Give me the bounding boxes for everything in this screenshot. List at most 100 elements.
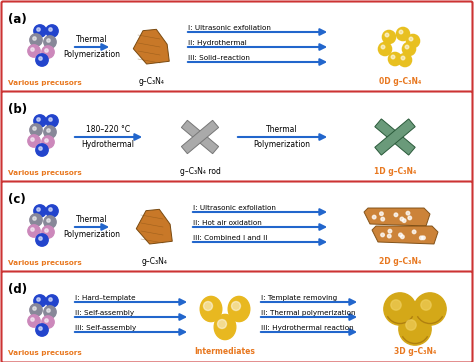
Circle shape	[46, 115, 58, 127]
Circle shape	[49, 208, 52, 211]
Circle shape	[399, 313, 431, 345]
Circle shape	[42, 316, 54, 328]
Circle shape	[400, 217, 404, 221]
Text: (a): (a)	[8, 13, 27, 26]
Circle shape	[380, 212, 383, 215]
Circle shape	[421, 300, 431, 310]
Circle shape	[33, 37, 36, 40]
Circle shape	[49, 298, 52, 301]
Circle shape	[39, 57, 42, 60]
Circle shape	[399, 30, 403, 34]
Polygon shape	[375, 119, 415, 155]
Circle shape	[231, 302, 240, 311]
Text: 0D g–C₃N₄: 0D g–C₃N₄	[379, 77, 421, 86]
Polygon shape	[182, 120, 219, 154]
Circle shape	[405, 45, 409, 49]
Circle shape	[422, 236, 425, 240]
Polygon shape	[137, 209, 172, 244]
Circle shape	[28, 45, 40, 57]
Text: Thermal: Thermal	[76, 215, 108, 224]
Circle shape	[42, 226, 54, 238]
Circle shape	[47, 309, 50, 312]
Text: Various precusors: Various precusors	[8, 260, 82, 266]
Text: (b): (b)	[8, 103, 27, 116]
Circle shape	[39, 327, 42, 330]
Circle shape	[45, 319, 48, 322]
Circle shape	[36, 324, 48, 336]
Text: Various precusors: Various precusors	[8, 350, 82, 356]
Circle shape	[399, 54, 411, 67]
Circle shape	[31, 138, 34, 141]
Circle shape	[46, 295, 58, 307]
Ellipse shape	[214, 315, 236, 340]
Text: (c): (c)	[8, 193, 26, 206]
Text: g–C₃N₄ rod: g–C₃N₄ rod	[180, 167, 220, 176]
Circle shape	[45, 49, 48, 52]
Circle shape	[401, 235, 404, 239]
FancyBboxPatch shape	[1, 272, 473, 362]
Circle shape	[30, 304, 42, 316]
Circle shape	[34, 295, 46, 307]
Text: I: Hard–template: I: Hard–template	[75, 295, 136, 301]
Text: Polymerization: Polymerization	[64, 50, 120, 59]
Text: (d): (d)	[8, 283, 27, 296]
Circle shape	[218, 320, 227, 328]
Circle shape	[30, 34, 42, 46]
Circle shape	[44, 306, 56, 318]
Circle shape	[409, 37, 413, 41]
Text: 3D g–C₃N₄: 3D g–C₃N₄	[394, 347, 436, 356]
Text: Polymerization: Polymerization	[254, 140, 310, 149]
Circle shape	[30, 124, 42, 136]
Circle shape	[401, 56, 405, 60]
Circle shape	[378, 42, 392, 56]
Text: Various precusors: Various precusors	[8, 80, 82, 86]
Circle shape	[391, 300, 401, 310]
Circle shape	[39, 237, 42, 240]
Circle shape	[37, 118, 40, 121]
Text: II: Hot air oxidation: II: Hot air oxidation	[193, 220, 262, 226]
Circle shape	[30, 214, 42, 226]
Polygon shape	[372, 226, 438, 244]
Circle shape	[45, 229, 48, 232]
Circle shape	[384, 293, 416, 325]
Text: 2D g–C₃N₄: 2D g–C₃N₄	[379, 257, 421, 266]
Circle shape	[45, 139, 48, 142]
Text: III: Hydrothermal reaction: III: Hydrothermal reaction	[261, 325, 354, 331]
Circle shape	[31, 318, 34, 321]
Circle shape	[387, 234, 391, 238]
Circle shape	[36, 234, 48, 246]
Circle shape	[49, 118, 52, 121]
Circle shape	[39, 147, 42, 150]
Polygon shape	[375, 119, 415, 155]
Circle shape	[388, 52, 401, 66]
Ellipse shape	[228, 296, 250, 321]
Circle shape	[381, 45, 385, 49]
Circle shape	[381, 217, 384, 221]
Circle shape	[28, 225, 40, 237]
Circle shape	[37, 208, 40, 211]
Circle shape	[36, 54, 48, 66]
Circle shape	[388, 230, 392, 233]
Text: II: Self-assembly: II: Self-assembly	[75, 310, 134, 316]
Circle shape	[406, 211, 410, 215]
Circle shape	[406, 34, 419, 47]
Circle shape	[394, 213, 398, 216]
Circle shape	[44, 126, 56, 138]
Text: II: Hydrothermal: II: Hydrothermal	[188, 40, 247, 46]
Circle shape	[34, 115, 46, 127]
Text: 180–220 °C: 180–220 °C	[86, 125, 130, 134]
Circle shape	[203, 302, 212, 311]
Circle shape	[406, 320, 416, 330]
Circle shape	[412, 230, 416, 233]
Text: Thermal: Thermal	[266, 125, 298, 134]
Circle shape	[34, 25, 46, 37]
Circle shape	[408, 216, 411, 220]
Circle shape	[402, 42, 416, 56]
FancyBboxPatch shape	[1, 181, 473, 273]
Circle shape	[47, 219, 50, 222]
Circle shape	[33, 127, 36, 130]
Circle shape	[31, 48, 34, 51]
Ellipse shape	[200, 296, 222, 321]
Circle shape	[44, 216, 56, 228]
Polygon shape	[182, 120, 219, 154]
